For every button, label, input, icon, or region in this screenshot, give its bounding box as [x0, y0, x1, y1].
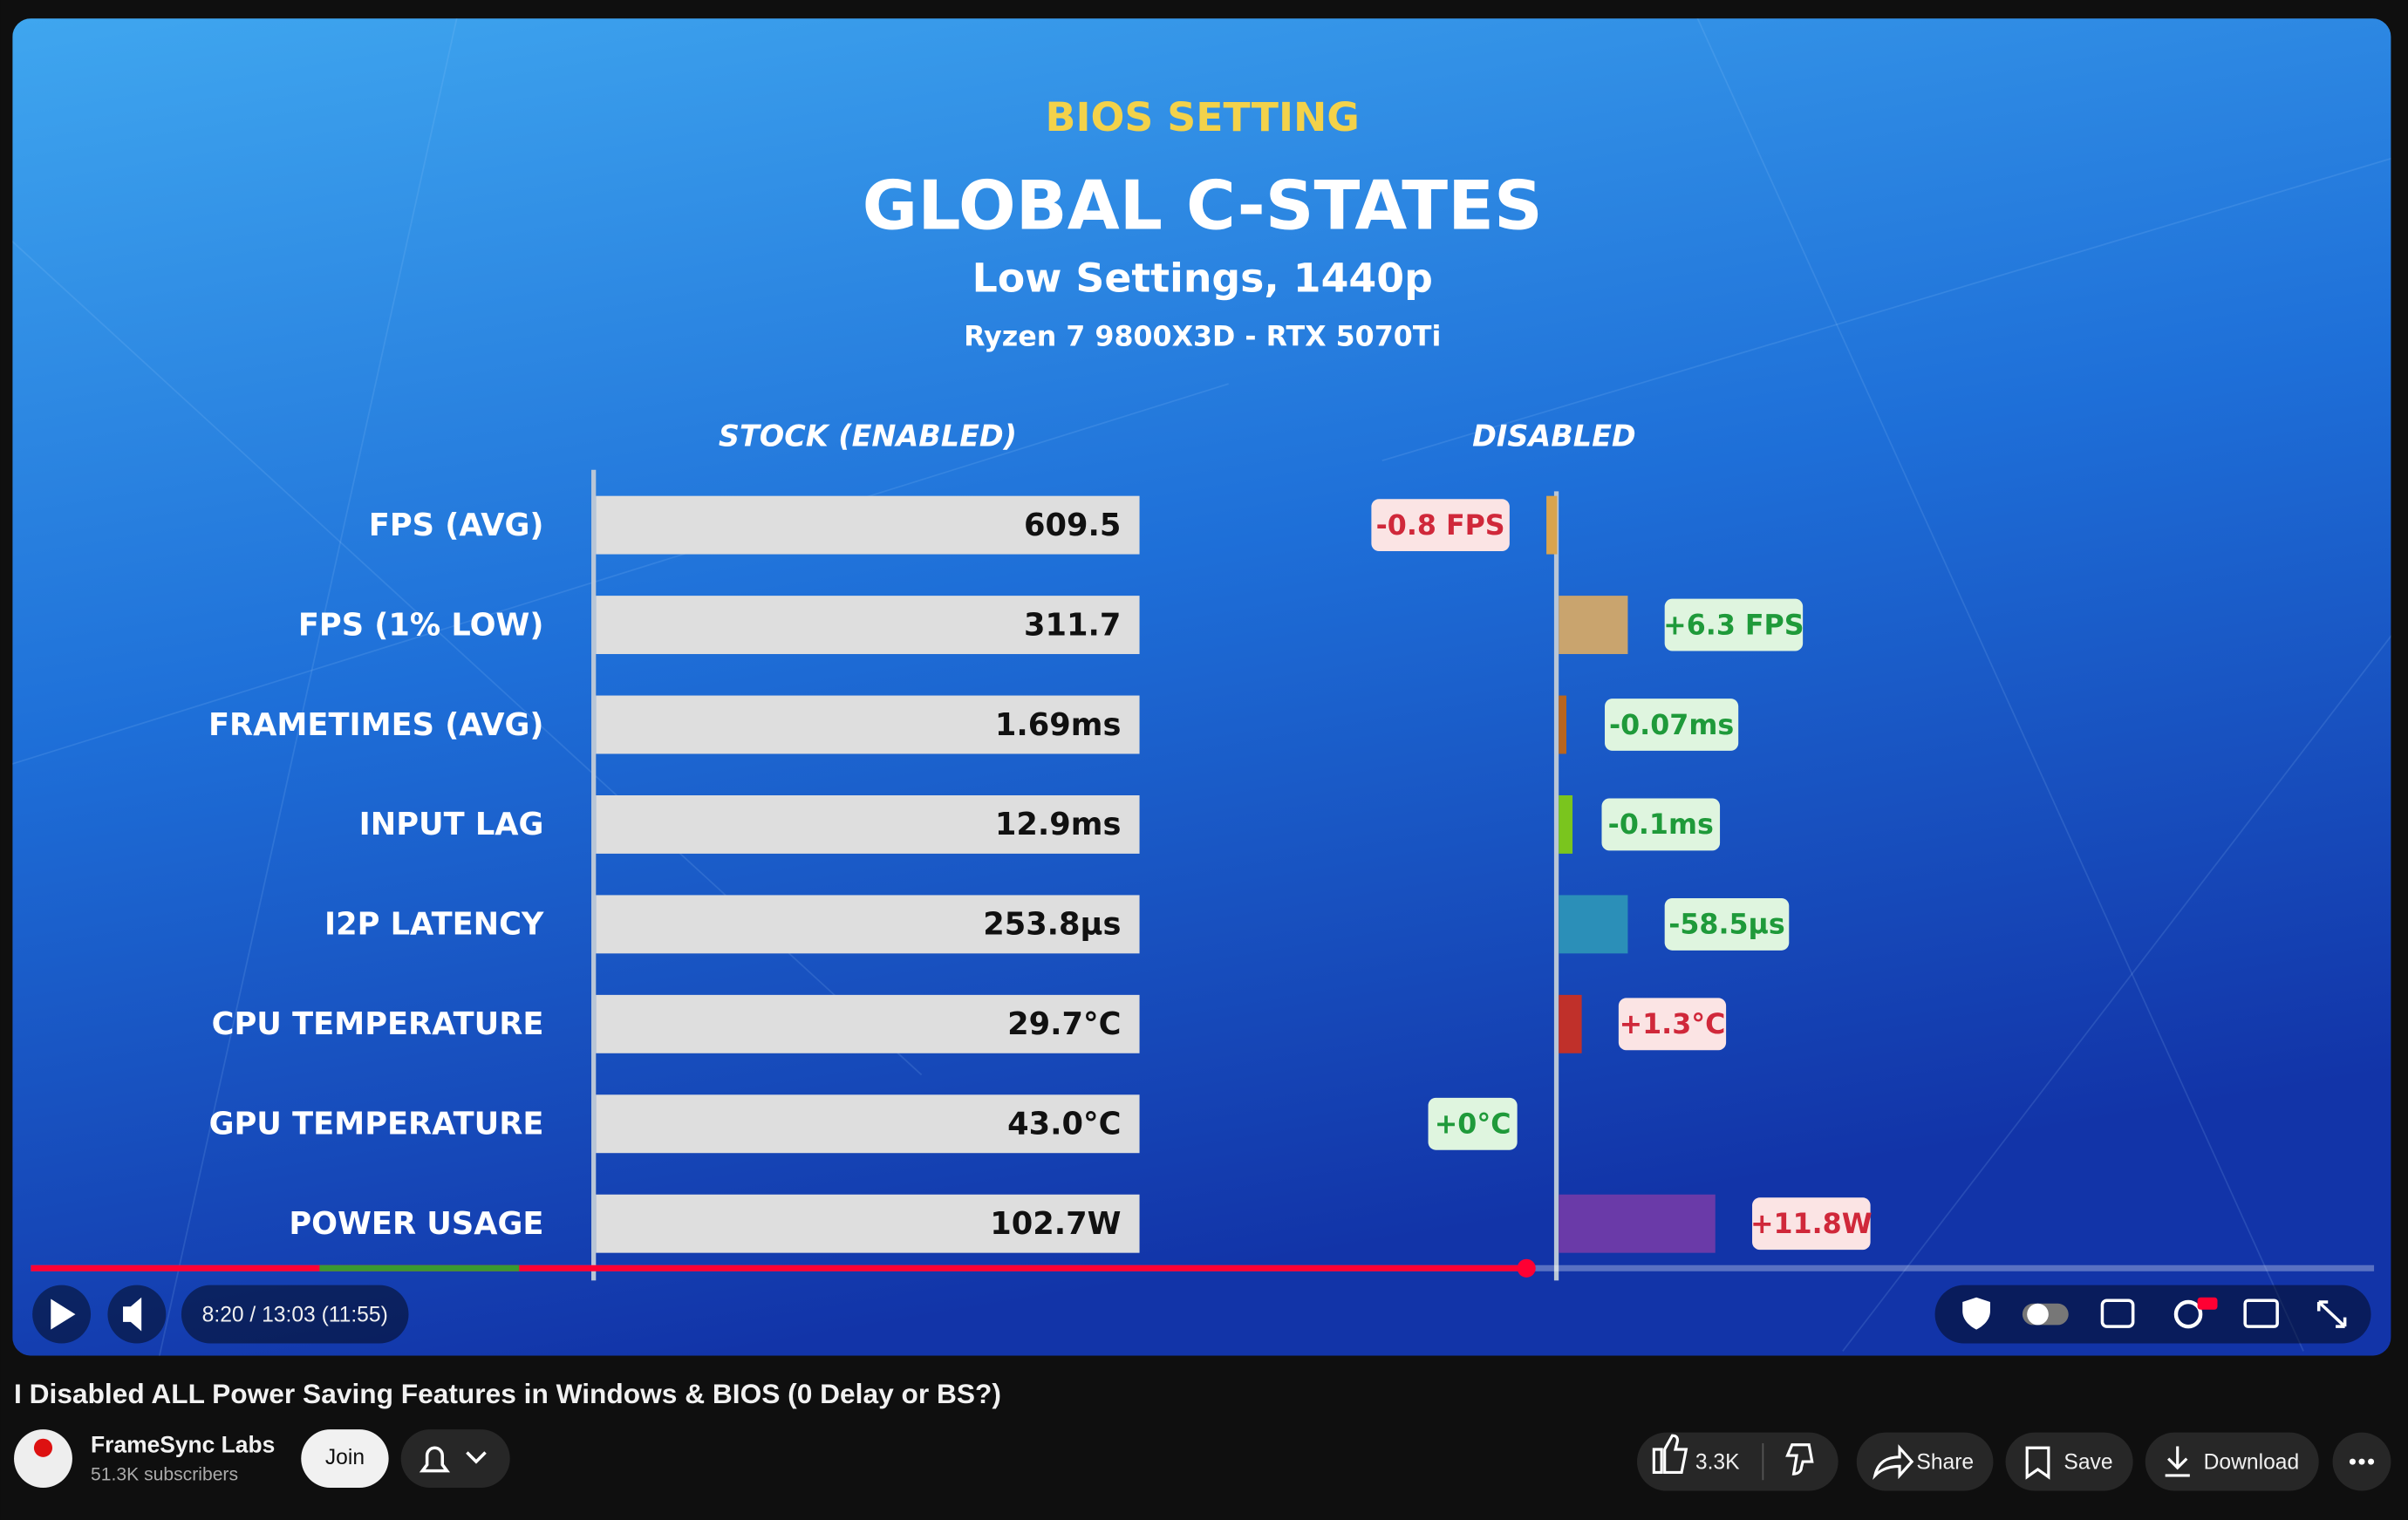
delta-box: [1601, 798, 1721, 851]
hardware: Ryzen 7 9800X3D - RTX 5070Ti: [964, 321, 1441, 352]
fullscreen-button[interactable]: [2316, 1300, 2347, 1328]
delta-bar: [1559, 695, 1567, 754]
delta-label: +6.3 FPS: [1663, 610, 1804, 641]
volume-icon: [123, 1297, 142, 1332]
stock-bar: [596, 596, 1140, 655]
share-button[interactable]: [1856, 1432, 1994, 1491]
delta-bar: [1559, 794, 1573, 854]
subtitle: Low Settings, 1440p: [972, 256, 1433, 302]
delta-bar: [1559, 895, 1628, 954]
stock-bar: [596, 1094, 1140, 1154]
stock-value: 609.5: [1024, 508, 1121, 543]
row-label: FRAMETIMES (AVG): [208, 707, 543, 743]
autoplay-knob: [2027, 1303, 2049, 1326]
chapter-highlight: [319, 1264, 520, 1271]
bell-icon: [419, 1446, 487, 1473]
stock-bar: [596, 495, 1140, 555]
column-header: DISABLED: [1472, 419, 1636, 453]
chart-title: GLOBAL C-STATES: [863, 167, 1543, 246]
like-icon: [1652, 1434, 1688, 1475]
rows: FPS (AVG) 609.5 -0.8 FPS FPS (1% LOW) 311.7 +…: [208, 495, 1873, 1253]
delta-bar: [1546, 495, 1558, 555]
delta-label: +0°C: [1435, 1109, 1511, 1141]
stock-value: 1.69ms: [995, 707, 1122, 743]
avatar-mark: [33, 1438, 53, 1457]
stock-value: 29.7°C: [1007, 1006, 1121, 1042]
hd-badge: [2197, 1297, 2218, 1310]
stock-bar: [596, 895, 1140, 954]
row-label: CPU TEMPERATURE: [212, 1006, 544, 1042]
stock-bar: [596, 1194, 1140, 1253]
row-label: POWER USAGE: [289, 1206, 543, 1242]
row-label: I2P LATENCY: [324, 907, 544, 943]
delta-box: [1605, 699, 1739, 751]
row-label: FPS (1% LOW): [298, 607, 544, 643]
delta-label: +1.3°C: [1620, 1009, 1726, 1040]
delta-box: [1664, 598, 1804, 651]
stock-value: 311.7: [1024, 607, 1121, 643]
axis-line: [1553, 491, 1559, 1281]
delta-label: +11.8W: [1750, 1209, 1873, 1240]
stock-value: 12.9ms: [995, 807, 1122, 842]
delta-box: [1664, 897, 1790, 951]
subscriber-count: 51.3K subscribers: [91, 1465, 238, 1485]
time-pill: [181, 1285, 409, 1344]
delta-bar: [1559, 596, 1628, 655]
delta-box: [1428, 1097, 1518, 1150]
save-label: Save: [2064, 1450, 2112, 1474]
dislike-icon[interactable]: [1785, 1443, 1814, 1476]
delta-label: -0.8 FPS: [1376, 510, 1505, 542]
time-display: 8:20 / 13:03 (11:55): [202, 1303, 388, 1326]
controls-pill: [1934, 1285, 2371, 1344]
stock-value: 43.0°C: [1007, 1107, 1121, 1142]
subscribe-bell[interactable]: [400, 1429, 510, 1489]
stock-bar: [596, 695, 1140, 754]
delta-box: [1371, 499, 1510, 552]
join-label: Join: [325, 1446, 365, 1469]
delta-box: [1752, 1197, 1871, 1251]
column-header: STOCK (ENABLED): [719, 419, 1017, 453]
row-label: GPU TEMPERATURE: [209, 1107, 544, 1142]
play-icon: [51, 1298, 76, 1330]
settings-button[interactable]: [2173, 1299, 2203, 1329]
share-icon: [1873, 1444, 1914, 1480]
stock-bar: [596, 794, 1140, 854]
delta-bar: [1559, 1194, 1716, 1253]
delta-label: -0.1ms: [1608, 809, 1714, 841]
video-title: I Disabled ALL Power Saving Features in …: [14, 1378, 1001, 1409]
scrubber[interactable]: [1517, 1258, 1536, 1278]
theater-button[interactable]: [2243, 1298, 2279, 1328]
download-label: Download: [2204, 1450, 2300, 1474]
overline: BIOS SETTING: [1046, 94, 1360, 140]
more-icon: [2349, 1458, 2375, 1465]
delta-box: [1618, 998, 1727, 1051]
stock-value: 253.8µs: [983, 907, 1121, 943]
like-count: 3.3K: [1695, 1450, 1740, 1474]
stock-bar: [596, 994, 1140, 1053]
delta-bar: [1559, 994, 1582, 1053]
video-frame: [12, 18, 2391, 1356]
share-label: Share: [1916, 1450, 1974, 1474]
download-icon: [2165, 1446, 2190, 1477]
row-label: FPS (AVG): [369, 508, 544, 543]
channel-avatar[interactable]: [14, 1429, 72, 1489]
axis-line: [591, 469, 597, 1281]
channel-name[interactable]: FrameSync Labs: [91, 1431, 275, 1457]
progress-played: [31, 1264, 1527, 1271]
video-player[interactable]: BIOS SETTING GLOBAL C-STATES Low Setting…: [0, 0, 2408, 1382]
stock-value: 102.7W: [990, 1206, 1121, 1242]
background-lines: [12, 18, 2391, 1356]
save-icon: [2025, 1446, 2050, 1480]
join-button[interactable]: [301, 1429, 389, 1489]
delta-label: -58.5µs: [1668, 910, 1785, 941]
sponsor-icon[interactable]: [1962, 1297, 1990, 1330]
like-dislike[interactable]: [1636, 1432, 1838, 1491]
row-label: INPUT LAG: [359, 807, 544, 842]
captions-button[interactable]: [2100, 1298, 2135, 1328]
delta-label: -0.07ms: [1609, 710, 1734, 741]
